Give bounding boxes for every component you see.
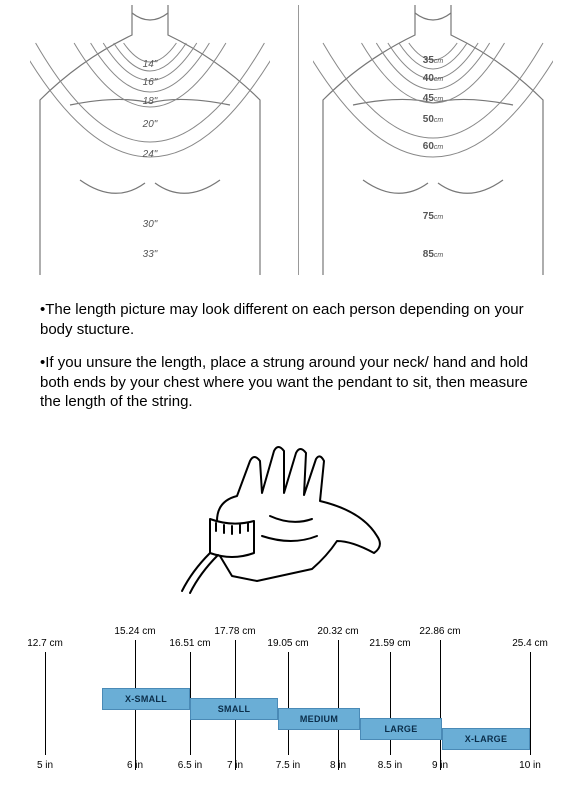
note-1: •The length picture may look different o… xyxy=(40,300,543,339)
necklace-length-label: 35cm xyxy=(423,55,443,66)
necklace-diagram-cm: 35cm 40cm 45cm 50cm 60cm 75cm 85cm xyxy=(313,5,553,275)
necklace-length-label: 33" xyxy=(143,249,158,260)
ruler-cm-label: 22.86 cm xyxy=(419,626,460,637)
necklace-length-label: 50cm xyxy=(423,114,443,125)
necklace-diagram-row: 14" 16" 18" 20" 24" 30" 33" 35cm 40cm 45cm 50cm 60… xyxy=(0,0,583,280)
size-box-medium: MEDIUM xyxy=(278,708,360,730)
note-2: •If you unsure the length, place a strun… xyxy=(40,353,543,412)
necklace-diagram-inches: 14" 16" 18" 20" 24" 30" 33" xyxy=(30,5,270,275)
ruler-cm-label: 19.05 cm xyxy=(267,638,308,649)
necklace-length-label: 14" xyxy=(143,59,158,70)
ruler-in-label: 5 in xyxy=(37,760,53,771)
necklace-length-label: 45cm xyxy=(423,93,443,104)
necklace-length-label: 75cm xyxy=(423,211,443,222)
ruler-cm-label: 16.51 cm xyxy=(169,638,210,649)
necklace-length-label: 60cm xyxy=(423,141,443,152)
size-box-xsmall: X-SMALL xyxy=(102,688,190,710)
necklace-length-label: 24" xyxy=(143,149,158,160)
size-box-large: LARGE xyxy=(360,718,442,740)
bracelet-size-chart: 12.7 cm 15.24 cm 16.51 cm 17.78 cm 19.05 cm 2… xyxy=(30,626,553,786)
ruler-cm-label: 21.59 cm xyxy=(369,638,410,649)
size-box-small: SMALL xyxy=(190,698,278,720)
ruler-cm-label: 20.32 cm xyxy=(317,626,358,637)
ruler-tick xyxy=(440,640,441,770)
ruler-tick xyxy=(530,652,531,755)
necklace-length-label: 18" xyxy=(143,96,158,107)
necklace-length-label: 16" xyxy=(143,77,158,88)
ruler-cm-label: 12.7 cm xyxy=(27,638,63,649)
ruler-in-label: 8 in xyxy=(330,760,346,771)
necklace-length-label: 40cm xyxy=(423,73,443,84)
ruler-in-label: 10 in xyxy=(519,760,541,771)
vertical-divider xyxy=(298,5,299,275)
wrist-measure-diagram xyxy=(0,436,583,616)
ruler-cm-label: 17.78 cm xyxy=(214,626,255,637)
ruler-in-label: 8.5 in xyxy=(378,760,402,771)
ruler-tick xyxy=(338,640,339,770)
instruction-notes: •The length picture may look different o… xyxy=(0,280,583,436)
necklace-length-label: 20" xyxy=(143,119,158,130)
ruler-cm-label: 25.4 cm xyxy=(512,638,548,649)
ruler-in-label: 6.5 in xyxy=(178,760,202,771)
ruler-in-label: 7.5 in xyxy=(276,760,300,771)
size-box-xlarge: X-LARGE xyxy=(442,728,530,750)
ruler-cm-label: 15.24 cm xyxy=(114,626,155,637)
ruler-tick xyxy=(45,652,46,755)
ruler-in-label: 6 in xyxy=(127,760,143,771)
necklace-length-label: 30" xyxy=(143,219,158,230)
ruler-in-label: 9 in xyxy=(432,760,448,771)
ruler-tick xyxy=(288,652,289,755)
necklace-length-label: 85cm xyxy=(423,249,443,260)
ruler-in-label: 7 in xyxy=(227,760,243,771)
